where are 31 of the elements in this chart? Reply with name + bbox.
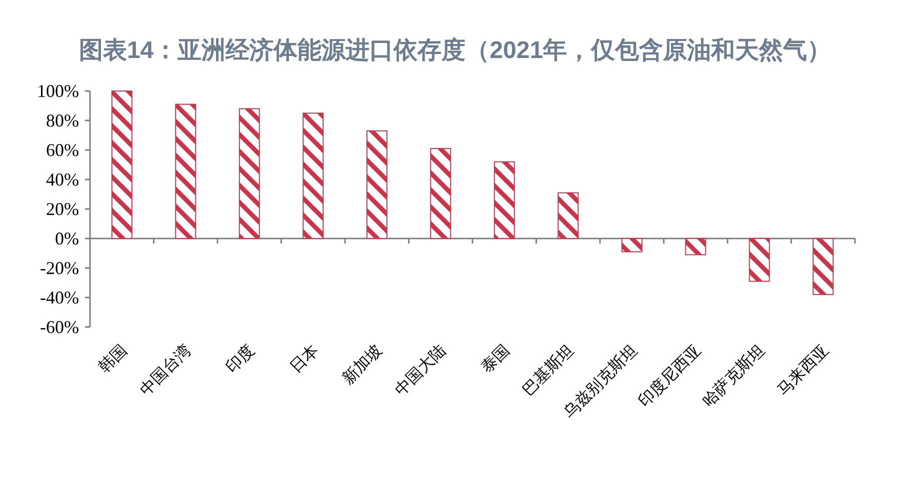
bar [111, 90, 132, 239]
bar [748, 238, 770, 282]
bar [175, 104, 196, 239]
bar [238, 108, 260, 239]
y-tick-label: 100% [37, 81, 79, 101]
y-tick-label: 40% [46, 170, 79, 190]
x-tick-label: 泰国 [478, 342, 514, 376]
y-tick-label: -60% [40, 317, 79, 337]
bar [494, 161, 515, 239]
chart-title: 图表14：亚洲经济体能源进口依存度（2021年，仅包含原油和天然气） [78, 37, 832, 64]
y-tick-label: 0% [55, 228, 79, 248]
y-tick-label: 80% [46, 110, 79, 130]
bar [302, 112, 324, 239]
bar [621, 238, 642, 252]
x-tick-label: 新加坡 [339, 341, 386, 388]
y-tick-label: -40% [40, 288, 79, 308]
x-tick-label: 马来西亚 [774, 341, 832, 400]
x-tick-label: 日本 [286, 341, 322, 376]
bar [812, 238, 834, 296]
x-tick-label: 印度 [222, 341, 258, 376]
y-tick-label: -20% [40, 258, 79, 278]
x-tick-label: 巴基斯坦 [518, 341, 577, 400]
bar [366, 130, 388, 239]
x-tick-label: 韩国 [95, 341, 131, 376]
y-tick-label: 20% [46, 199, 79, 219]
y-tick-label: 60% [46, 140, 79, 160]
bar [685, 238, 706, 256]
x-tick-label: 中国台湾 [136, 341, 194, 400]
bar [430, 148, 452, 239]
x-tick-label: 中国大陆 [391, 341, 450, 400]
bar [558, 192, 579, 239]
